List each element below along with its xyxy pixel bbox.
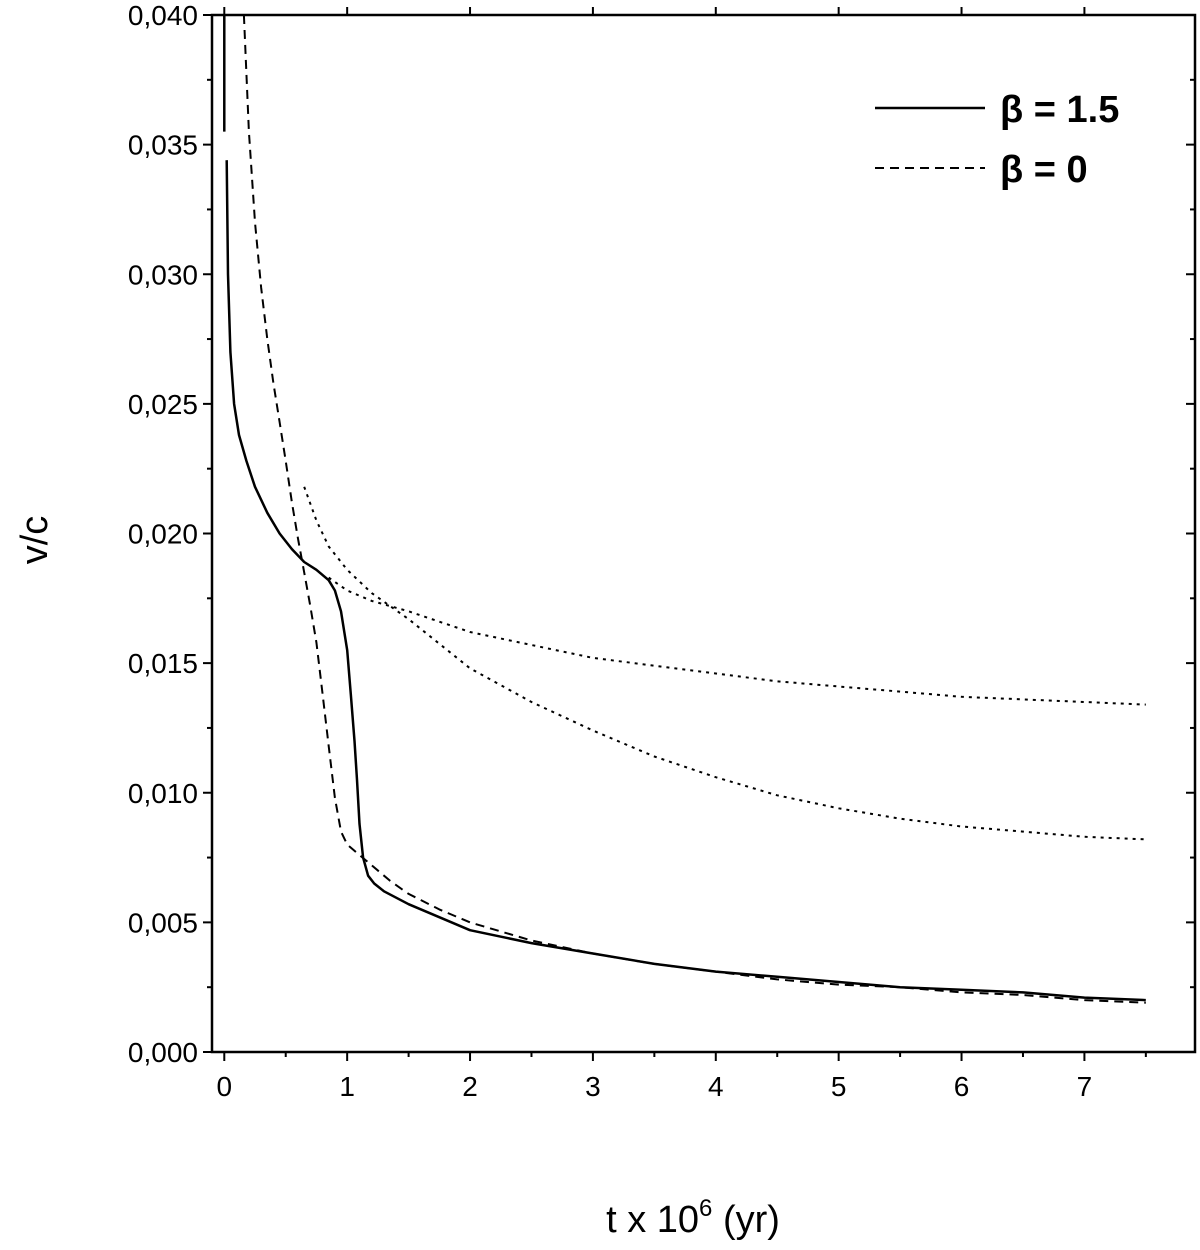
y-tick-label: 0,000: [128, 1037, 198, 1068]
x-tick-label: 2: [462, 1071, 478, 1102]
legend: β = 1.5 β = 0: [875, 89, 1119, 191]
series-line-dashed-1: [242, 14, 1146, 1004]
x-tick-label: 7: [1077, 1071, 1093, 1102]
x-axis-title-base: t x 10: [606, 1199, 699, 1241]
y-tick-label: 0,020: [128, 519, 198, 550]
tick-labels: 0 1 2 3 4 5 6 7 0,000 0,005 0,010 0,015 0,020 0,025 0,…: [128, 0, 1092, 1102]
series-group: [223, 14, 1146, 1004]
y-tick-label: 0,030: [128, 259, 198, 290]
y-tick-label: 0,005: [128, 907, 198, 938]
y-tick-label: 0,025: [128, 389, 198, 420]
series-line-solid-0: [225, 160, 1146, 1002]
x-axis-title-unit: (yr): [712, 1199, 780, 1241]
y-tick-label: 0,010: [128, 778, 198, 809]
y-tick-label: 0,035: [128, 130, 198, 161]
x-tick-label: 3: [585, 1071, 601, 1102]
ticks: [203, 7, 1195, 1061]
y-tick-label: 0,015: [128, 648, 198, 679]
x-tick-label: 0: [216, 1071, 232, 1102]
x-tick-label: 1: [339, 1071, 355, 1102]
y-tick-label: 0,040: [128, 0, 198, 31]
series-line-dotted-2: [328, 576, 1146, 706]
legend-label-beta-0: β = 0: [1000, 149, 1088, 191]
x-tick-label: 5: [831, 1071, 847, 1102]
series-line-dotted-3: [303, 486, 1146, 841]
x-tick-label: 6: [954, 1071, 970, 1102]
x-tick-label: 4: [708, 1071, 724, 1102]
x-axis-title: t x 106 (yr): [606, 1195, 780, 1241]
y-axis-title: v/c: [14, 516, 56, 565]
legend-label-beta-1-5: β = 1.5: [1000, 89, 1119, 131]
x-axis-title-exponent: 6: [699, 1195, 712, 1222]
